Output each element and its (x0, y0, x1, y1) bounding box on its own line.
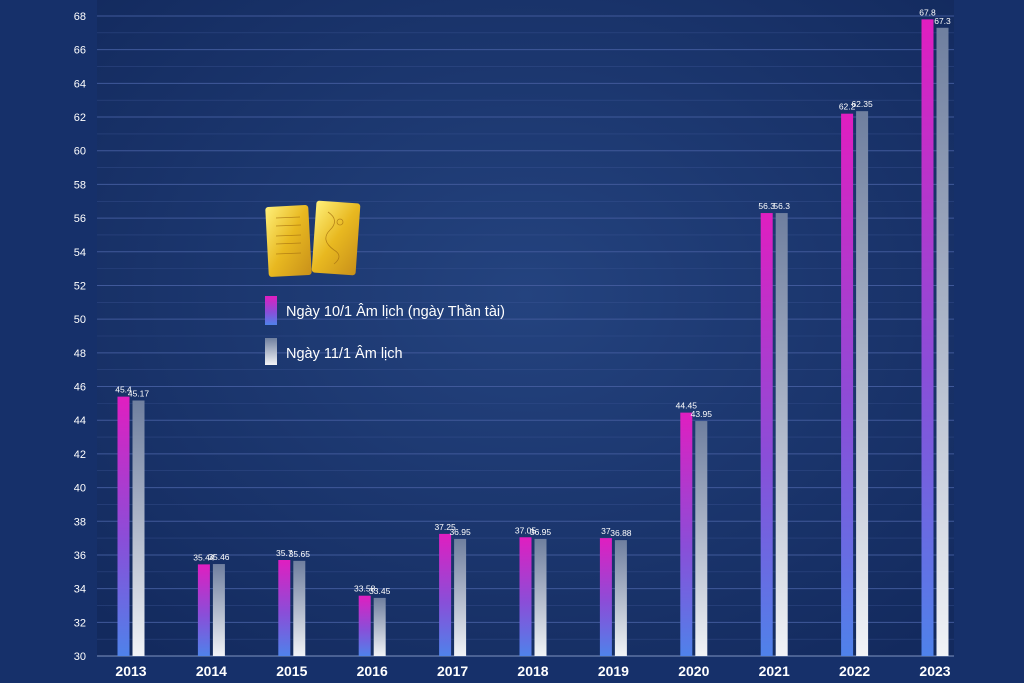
bar-series-1-2015 (278, 560, 291, 656)
x-tick-label: 2018 (517, 663, 548, 679)
legend-label-series-1: Ngày 10/1 Âm lịch (ngày Thần tài) (286, 303, 505, 320)
data-label-series-1: 37.05 (515, 525, 537, 535)
bar-series-1-2021 (760, 213, 773, 657)
y-tick-label: 64 (74, 78, 86, 90)
bar-series-2-2020 (695, 421, 708, 656)
bar-series-1-2016 (358, 595, 371, 656)
legend: Ngày 10/1 Âm lịch (ngày Thần tài) Ngày 1… (265, 296, 505, 365)
y-tick-label: 32 (74, 617, 86, 629)
y-tick-label: 38 (74, 516, 86, 528)
data-label-series-1: 45.4 (115, 385, 132, 395)
x-tick-label: 2021 (759, 663, 790, 679)
x-tick-label: 2023 (919, 663, 950, 679)
data-label-series-2: 33.45 (369, 586, 391, 596)
x-tick-label: 2017 (437, 663, 468, 679)
bar-series-1-2023 (921, 19, 934, 657)
x-tick-label: 2016 (357, 663, 388, 679)
y-tick-label: 42 (74, 449, 86, 461)
y-axis-ticks: 30 32 34 36 38 40 42 44 46 48 50 52 54 56 58 60 62 64 66 68 (74, 11, 86, 663)
data-label-series-2: 43.95 (691, 409, 713, 419)
y-tick-label: 36 (74, 550, 86, 562)
legend-label-series-2: Ngày 11/1 Âm lịch (286, 345, 403, 362)
y-tick-label: 56 (74, 213, 86, 225)
data-label-series-2: 62.35 (851, 99, 873, 109)
bar-series-2-2018 (534, 538, 547, 656)
gold-bars-icon (265, 200, 361, 277)
bar-series-1-2014 (197, 564, 210, 656)
data-label-series-2: 36.95 (449, 527, 471, 537)
bar-series-1-2022 (841, 113, 854, 657)
data-label-series-1: 35.44 (193, 552, 215, 562)
y-tick-label: 54 (74, 247, 86, 259)
bar-series-2-2019 (614, 540, 627, 656)
y-tick-label: 60 (74, 146, 86, 158)
y-tick-label: 52 (74, 280, 86, 292)
bar-series-2-2022 (856, 111, 869, 656)
bar-series-2-2015 (293, 560, 306, 656)
data-label-series-1: 56.3 (758, 201, 775, 211)
y-tick-label: 46 (74, 382, 86, 394)
y-tick-label: 30 (74, 651, 86, 663)
bars (117, 19, 949, 657)
data-label-series-2: 36.95 (530, 527, 552, 537)
data-label-series-1: 37.25 (434, 522, 456, 532)
data-label-series-2: 56.3 (773, 201, 790, 211)
bar-series-2-2014 (212, 564, 225, 656)
data-label-series-1: 37 (601, 526, 611, 536)
data-label-series-2: 35.65 (289, 549, 311, 559)
x-tick-label: 2019 (598, 663, 629, 679)
x-tick-label: 2015 (276, 663, 307, 679)
bar-series-1-2017 (439, 533, 452, 656)
data-label-series-1: 44.45 (676, 401, 698, 411)
y-tick-label: 68 (74, 11, 86, 23)
x-tick-label: 2020 (678, 663, 709, 679)
bar-series-1-2018 (519, 537, 532, 656)
bar-series-2-2021 (775, 213, 788, 657)
y-tick-label: 62 (74, 112, 86, 124)
y-tick-label: 34 (74, 584, 86, 596)
legend-swatch-series-2 (265, 338, 277, 365)
data-label-series-1: 33.58 (354, 584, 376, 594)
x-tick-label: 2022 (839, 663, 870, 679)
y-tick-label: 50 (74, 314, 86, 326)
data-label-series-2: 35.46 (208, 552, 230, 562)
data-label-series-1: 35.7 (276, 548, 293, 558)
data-label-series-2: 67.3 (934, 16, 951, 26)
bar-series-1-2019 (599, 538, 612, 656)
legend-swatch-series-1 (265, 296, 277, 325)
bar-series-1-2020 (680, 412, 693, 656)
x-tick-label: 2013 (115, 663, 146, 679)
bar-series-2-2013 (132, 400, 145, 656)
y-tick-label: 40 (74, 483, 86, 495)
x-axis-ticks: 2013 2014 2015 2016 2017 2018 2019 2020 2021 2022… (115, 663, 950, 679)
y-tick-label: 58 (74, 179, 86, 191)
grid-lines (97, 15, 954, 640)
y-tick-label: 66 (74, 45, 86, 57)
data-label-series-2: 45.17 (128, 389, 150, 399)
bar-series-2-2017 (454, 538, 467, 656)
bar-series-2-2023 (936, 27, 949, 656)
data-label-series-1: 67.8 (919, 7, 936, 17)
y-tick-label: 48 (74, 348, 86, 360)
bar-series-1-2013 (117, 396, 130, 656)
data-label-series-1: 62.2 (839, 102, 856, 112)
x-tick-label: 2014 (196, 663, 227, 679)
data-label-series-2: 36.88 (610, 528, 632, 538)
y-tick-label: 44 (74, 415, 86, 427)
bar-series-2-2016 (373, 597, 386, 656)
